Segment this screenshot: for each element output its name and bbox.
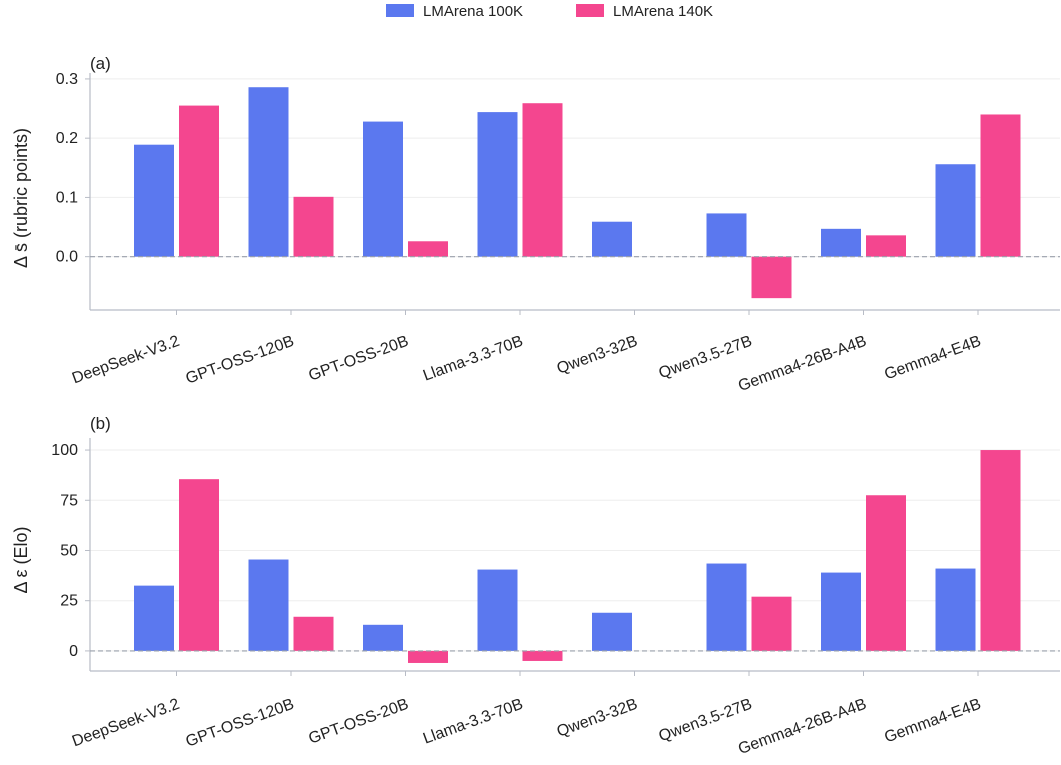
panel-b-bar-100k xyxy=(363,624,403,651)
panel-b-y-tick-label: 25 xyxy=(60,593,78,610)
panel-b-x-tick-label: Qwen3-32B xyxy=(555,696,640,741)
panel-a-x-tick-label: Qwen3.5-27B xyxy=(657,333,755,382)
panel-b-label: (b) xyxy=(90,414,111,433)
panel-a-bar-100k xyxy=(706,213,747,257)
panel-a-label: (a) xyxy=(90,54,111,73)
panel-b-y-tick-label: 50 xyxy=(60,542,78,559)
panel-b-bar-100k xyxy=(706,563,747,651)
panel-b-bar-140k xyxy=(751,596,792,651)
legend-label-140k: LMArena 140K xyxy=(613,3,713,20)
panel-a-y-tick-label: 0.3 xyxy=(56,71,78,88)
panel-b-bar-100k xyxy=(134,585,174,651)
panel-a-bar-100k xyxy=(134,144,174,257)
panel-b-bar-100k xyxy=(248,559,289,651)
panel-b-x-tick-label: Llama-3.3-70B xyxy=(421,696,525,748)
panel-a-y-tick-label: 0.2 xyxy=(56,130,78,147)
panel-b-bar-140k xyxy=(866,495,906,651)
panel-a-bar-140k xyxy=(980,114,1021,257)
panel-b-y-axis-label: Δ ε (Elo) xyxy=(11,526,31,593)
panel-b-x-tick-label: GPT-OSS-20B xyxy=(306,696,410,748)
panel-a-rubric-points: (a) Δ s̄ (rubric points) 0.0 0.1 0.2 0.3 Dee… xyxy=(11,54,1060,395)
panel-b-bar-140k xyxy=(522,650,563,661)
panel-a-x-tick-label: Gemma4-26B-A4B xyxy=(736,333,869,395)
panel-b-x-tick-label: Gemma4-E4B xyxy=(882,696,983,747)
panel-b-y-tick-label: 75 xyxy=(60,492,78,509)
panel-a-bar-140k xyxy=(522,103,563,257)
panel-a-bars xyxy=(90,87,1060,299)
legend: LMArena 100K LMArena 140K xyxy=(386,3,713,20)
panel-a-bar-100k xyxy=(935,164,976,257)
panel-a-bar-100k xyxy=(821,228,861,257)
panel-b-bar-140k xyxy=(980,450,1021,651)
panel-b-bar-100k xyxy=(592,612,632,651)
panel-b-bar-140k xyxy=(293,616,334,651)
panel-b-x-tick-label: Gemma4-26B-A4B xyxy=(736,696,869,758)
panel-b-bar-140k xyxy=(179,479,219,651)
panel-b-bar-100k xyxy=(821,572,861,651)
panel-a-y-tick-label: 0.0 xyxy=(56,249,78,266)
panel-a-bar-100k xyxy=(248,87,289,257)
legend-swatch-100k xyxy=(386,4,414,17)
legend-label-100k: LMArena 100K xyxy=(423,3,523,20)
panel-b-x-tick-label: DeepSeek-V3.2 xyxy=(70,696,182,751)
panel-a-bar-100k xyxy=(363,121,403,257)
legend-swatch-140k xyxy=(576,4,604,17)
panel-b-y-tick-label: 100 xyxy=(51,442,78,459)
panel-a-bar-140k xyxy=(751,256,792,299)
panel-b-x-tick-label: GPT-OSS-120B xyxy=(184,696,297,751)
panel-a-bar-100k xyxy=(477,112,518,257)
panel-a-bar-100k xyxy=(592,221,632,257)
panel-b-y-tick-label: 0 xyxy=(69,643,78,660)
panel-b-bar-140k xyxy=(408,650,448,663)
panel-b-bars xyxy=(90,450,1060,663)
panel-b-bar-100k xyxy=(477,569,518,651)
panel-a-x-tick-label: Llama-3.3-70B xyxy=(421,333,525,385)
panel-a-bar-140k xyxy=(866,235,906,257)
panel-a-x-tick-label: Gemma4-E4B xyxy=(882,333,983,384)
panel-a-x-tick-label: Qwen3-32B xyxy=(555,333,640,378)
panel-b-x-tick-label: Qwen3.5-27B xyxy=(657,696,755,745)
panel-a-bar-140k xyxy=(293,196,334,257)
panel-a-y-axis-label: Δ s̄ (rubric points) xyxy=(11,128,31,268)
panel-a-x-tick-label: GPT-OSS-120B xyxy=(184,333,297,388)
panel-a-x-tick-label: GPT-OSS-20B xyxy=(306,333,410,385)
panel-a-x-tick-label: DeepSeek-V3.2 xyxy=(70,333,182,388)
panel-a-bar-140k xyxy=(179,105,219,257)
panel-a-bar-140k xyxy=(408,241,448,257)
panel-b-bar-100k xyxy=(935,568,976,651)
panel-a-y-tick-label: 0.1 xyxy=(56,189,78,206)
